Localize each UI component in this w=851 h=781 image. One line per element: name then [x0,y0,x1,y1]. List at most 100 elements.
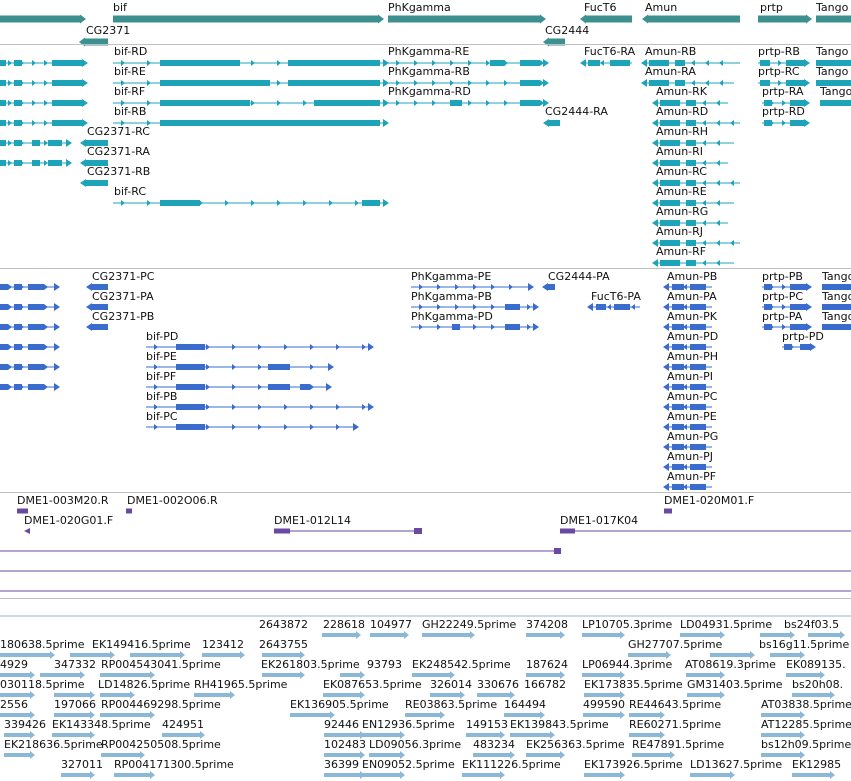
clone-label[interactable]: DME1-012L14 [274,514,351,527]
protein-label[interactable]: prtp-PB [762,270,803,283]
protein-label[interactable]: bif-PB [146,390,178,403]
protein-exon[interactable] [14,384,22,390]
est-label[interactable]: bs20h08. [792,678,844,691]
gene-bar[interactable] [113,15,378,23]
protein-exon[interactable] [764,324,772,330]
est-label[interactable]: AT03838.5prime [761,698,851,711]
protein-exon[interactable] [0,344,8,350]
est-feature[interactable] [582,673,620,677]
est-label[interactable]: RE60271.5prime [629,718,722,731]
protein-exon[interactable] [800,344,810,350]
transcript-label[interactable]: FucT6-RA [584,45,636,58]
clone-label[interactable]: DME1-003M20.R [17,494,109,507]
transcript-label[interactable]: Amun-RH [656,125,709,138]
protein-exon[interactable] [784,344,792,350]
est-label[interactable]: EK12985 [792,758,842,771]
transcript-exon[interactable] [14,100,22,106]
est-label[interactable]: 326014 [430,678,472,691]
est-feature[interactable] [100,693,130,697]
transcript-exon[interactable] [14,60,22,66]
est-label[interactable]: EK261803.5prime [261,658,360,671]
protein-exon[interactable] [0,284,8,290]
est-label[interactable]: RE44643.5prime [629,698,722,711]
protein-exon[interactable] [822,324,851,330]
transcript-label[interactable]: prtp-RB [758,45,800,58]
transcript-exon[interactable] [0,140,6,146]
est-label[interactable]: bs16g11.5prime [759,638,850,651]
est-feature[interactable] [526,753,560,757]
gene-label[interactable]: bif [113,1,127,14]
est-label[interactable]: LP10705.3prime [582,618,673,631]
protein-exon[interactable] [0,364,8,370]
gene-bar[interactable] [388,15,540,23]
est-label[interactable]: 330676 [477,678,519,691]
est-label[interactable]: RP004543041.5prime [101,658,221,671]
est-label[interactable]: EK218636.5prime [4,738,103,751]
transcript-label[interactable]: bif-RD [114,45,148,58]
est-feature[interactable] [362,733,400,737]
transcript-exon[interactable] [314,100,380,106]
transcript-exon[interactable] [649,60,669,66]
est-label[interactable]: RP004250508.5prime [101,738,221,751]
est-feature[interactable] [324,773,360,777]
est-label[interactable]: GH27707.5prime [628,638,723,651]
transcript-label[interactable]: PhKgamma-RE [388,45,470,58]
transcript-label[interactable]: Tango [820,85,851,98]
clone-label[interactable]: DME1-017K04 [560,514,639,527]
est-feature[interactable] [405,713,440,717]
protein-exon[interactable] [92,324,108,330]
transcript-exon[interactable] [520,80,540,86]
transcript-exon[interactable] [48,140,62,146]
est-label[interactable]: EK173835.5prime [584,678,683,691]
est-feature[interactable] [362,773,400,777]
protein-label[interactable]: FucT6-PA [591,290,641,303]
transcript-exon[interactable] [160,100,250,106]
transcript-label[interactable]: PhKgamma-RB [388,65,470,78]
clone-end-read[interactable] [126,508,132,514]
transcript-exon[interactable] [588,60,600,66]
transcript-exon[interactable] [490,60,505,66]
transcript-exon[interactable] [450,100,462,106]
protein-exon[interactable] [672,484,684,490]
est-feature[interactable] [422,633,470,637]
transcript-label[interactable]: bif-RE [114,65,146,78]
protein-label[interactable]: bif-PE [146,350,177,363]
transcript-exon[interactable] [288,60,380,66]
est-label[interactable]: EK173926.5prime [584,758,683,771]
est-feature[interactable] [100,713,150,717]
protein-exon[interactable] [672,384,684,390]
transcript-label[interactable]: CG2371-RA [87,145,150,158]
est-label[interactable]: bs12h09.5prime [761,738,851,751]
est-label[interactable]: 228618 [323,618,365,631]
est-label[interactable]: EK248542.5prime [412,658,511,671]
gene-bar[interactable] [85,38,108,46]
est-feature[interactable] [290,713,330,717]
est-feature[interactable] [430,693,460,697]
transcript-label[interactable]: Amun-RD [656,105,709,118]
protein-exon[interactable] [672,344,684,350]
est-label[interactable]: GH22249.5prime [422,618,517,631]
clone-end-read[interactable] [17,508,28,514]
transcript-label[interactable]: Amun-RF [656,245,707,258]
protein-label[interactable]: prtp-PC [762,290,804,303]
est-feature[interactable] [761,713,800,717]
transcript-exon[interactable] [549,120,560,126]
protein-label[interactable]: Amun-PC [667,390,718,403]
transcript-exon[interactable] [660,200,680,206]
est-label[interactable]: 2643755 [259,638,308,651]
protein-exon[interactable] [14,344,22,350]
transcript-label[interactable]: Amun-RI [656,145,704,158]
transcript-label[interactable]: prtp-RA [762,85,804,98]
transcript-label[interactable]: prtp-RD [762,105,805,118]
protein-exon[interactable] [0,384,8,390]
est-feature[interactable] [477,693,510,697]
protein-label[interactable]: Amun-PI [667,370,714,383]
est-feature[interactable] [526,633,560,637]
est-feature[interactable] [761,733,800,737]
protein-label[interactable]: CG2371-PA [92,290,154,303]
est-label[interactable]: EK149416.5prime [92,638,191,651]
transcript-exon[interactable] [820,100,851,106]
gene-bar[interactable] [549,38,565,46]
protein-exon[interactable] [176,404,205,410]
